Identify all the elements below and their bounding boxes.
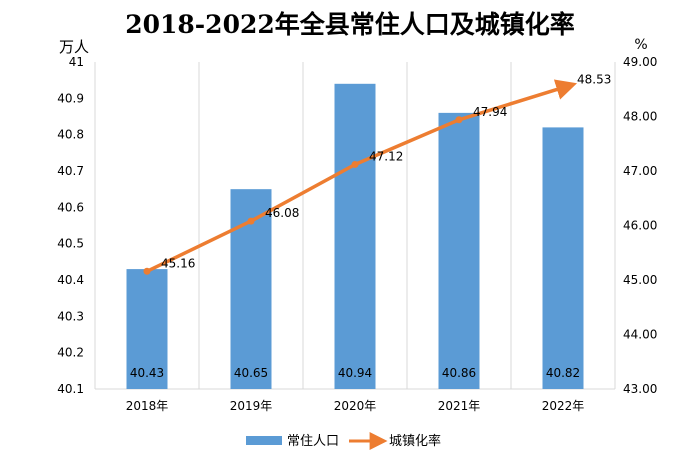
bar-label-3: 40.86 xyxy=(442,366,476,380)
left-tick-label-7: 40.8 xyxy=(57,128,84,142)
line-data-labels: 45.16 46.08 47.12 47.94 48.53 xyxy=(161,73,611,271)
bar-label-0: 40.43 xyxy=(130,366,164,380)
left-tick-label-1: 40.2 xyxy=(57,346,84,360)
x-tick-label-3: 2021年 xyxy=(438,399,481,413)
right-tick-label-0: 43.00 xyxy=(623,382,657,396)
x-tick-label-2: 2020年 xyxy=(334,399,377,413)
bar-label-4: 40.82 xyxy=(546,366,580,380)
bar-data-labels: 40.43 40.65 40.94 40.86 40.82 xyxy=(130,366,580,380)
left-tick-label-2: 40.3 xyxy=(57,309,84,323)
bar-2020年 xyxy=(334,83,376,390)
right-tick-label-6: 49.00 xyxy=(623,55,657,69)
left-tick-label-5: 40.6 xyxy=(57,200,84,214)
left-tick-label-8: 40.9 xyxy=(57,91,84,105)
left-tick-label-4: 40.5 xyxy=(57,237,84,251)
bar-2022年 xyxy=(542,127,584,390)
right-axis-unit: % xyxy=(634,37,647,53)
right-tick-label-5: 48.00 xyxy=(623,110,657,124)
line-point-3 xyxy=(455,116,463,124)
line-point-1 xyxy=(247,217,255,225)
x-axis-labels: 2018年 2019年 2020年 2021年 2022年 xyxy=(126,399,585,413)
bar-2018年 xyxy=(126,269,168,389)
legend-label-population: 常住人口 xyxy=(287,434,339,449)
left-tick-label-9: 41 xyxy=(69,55,84,69)
x-tick-label-4: 2022年 xyxy=(542,399,585,413)
chart-title: 2018-2022年全县常住人口及城镇化率 xyxy=(125,10,575,39)
line-series xyxy=(143,79,578,275)
left-tick-label-3: 40.4 xyxy=(57,273,84,287)
line-point-2 xyxy=(351,160,359,168)
bar-series xyxy=(126,83,584,390)
left-axis-unit: 万人 xyxy=(59,38,89,56)
bar-label-2: 40.94 xyxy=(338,366,372,380)
legend: 常住人口 城镇化率 xyxy=(246,432,441,450)
line-label-1: 46.08 xyxy=(265,206,299,220)
line-point-0 xyxy=(143,267,151,275)
x-tick-label-0: 2018年 xyxy=(126,399,169,413)
line-label-4: 48.53 xyxy=(577,73,611,87)
right-tick-label-1: 44.00 xyxy=(623,328,657,342)
line-label-0: 45.16 xyxy=(161,256,195,270)
legend-swatch-population xyxy=(246,436,282,445)
bar-label-1: 40.65 xyxy=(234,366,268,380)
x-tick-label-1: 2019年 xyxy=(230,399,273,413)
left-axis-ticks: 40.1 40.2 40.3 40.4 40.5 40.6 40.7 40.8 40.9 41 xyxy=(57,55,84,396)
right-axis-ticks: 43.00 44.00 45.00 46.00 47.00 48.00 49.00 xyxy=(623,55,657,396)
legend-label-urbanization: 城镇化率 xyxy=(389,433,441,449)
left-tick-label-0: 40.1 xyxy=(57,382,84,396)
line-label-2: 47.12 xyxy=(369,149,403,163)
line-label-3: 47.94 xyxy=(473,105,507,119)
bar-2021年 xyxy=(438,112,480,389)
right-tick-label-2: 45.00 xyxy=(623,273,657,287)
right-tick-label-3: 46.00 xyxy=(623,219,657,233)
left-tick-label-6: 40.7 xyxy=(57,164,84,178)
right-tick-label-4: 47.00 xyxy=(623,164,657,178)
